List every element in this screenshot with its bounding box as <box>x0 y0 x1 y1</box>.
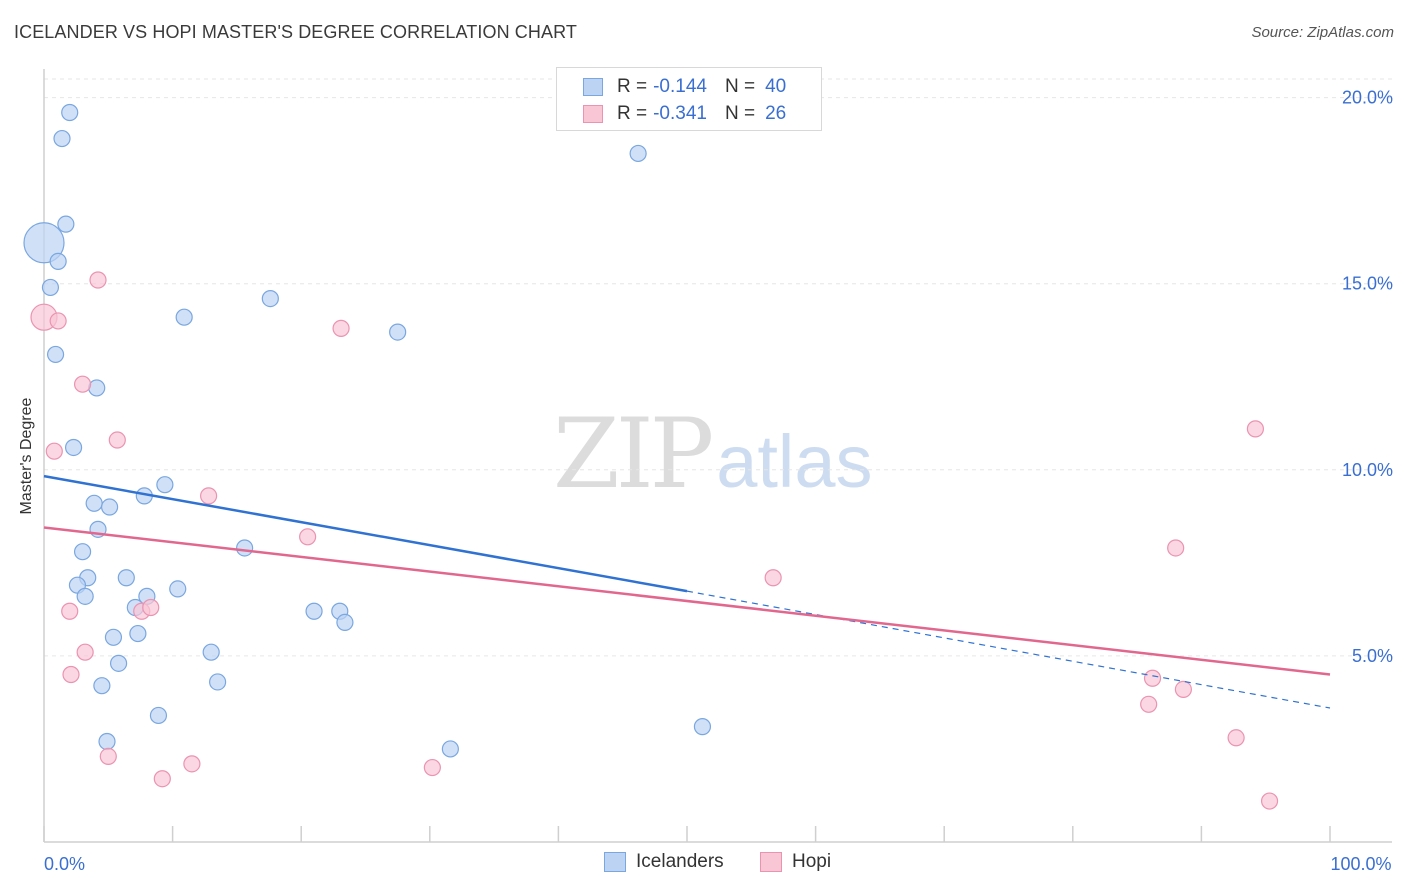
icelanders-point <box>305 602 323 620</box>
icelanders-point <box>85 494 103 512</box>
n-label: N = <box>724 103 756 124</box>
icelanders-point <box>100 498 119 516</box>
hopi-point <box>183 755 201 773</box>
icelanders-point <box>129 624 147 643</box>
icelanders-point <box>53 129 71 148</box>
hopi-point <box>1260 792 1279 810</box>
icelanders-point <box>64 438 83 457</box>
n-value: 26 <box>765 103 787 124</box>
hopi-point <box>1174 680 1192 699</box>
icelanders-point <box>169 580 187 598</box>
icelanders-swatch <box>604 852 626 872</box>
icelanders-point <box>98 732 116 751</box>
r-label: R = <box>617 103 648 124</box>
icelanders-swatch <box>583 78 603 96</box>
icelanders-point <box>441 740 459 758</box>
legend-box: R = -0.144 N = 40 R = -0.341 N = 26 <box>556 67 822 131</box>
n-label: N = <box>724 76 756 97</box>
icelanders-point <box>104 628 123 646</box>
hopi-point <box>423 758 441 777</box>
hopi-point <box>49 312 67 330</box>
icelanders-trend-extension <box>686 590 1331 709</box>
source-label: Source: ZipAtlas.com <box>1251 24 1394 41</box>
r-label: R = <box>617 76 648 97</box>
hopi-point <box>76 643 94 661</box>
icelanders-point <box>61 103 79 122</box>
r-value: -0.144 <box>653 76 707 97</box>
axes <box>43 69 1392 843</box>
icelanders-point <box>88 379 106 397</box>
hopi-point <box>89 271 107 289</box>
icelanders-trend-line <box>43 474 688 593</box>
icelanders-point <box>41 278 60 297</box>
hopi-point <box>1227 729 1245 747</box>
x-tick-label: 100.0% <box>1330 854 1391 874</box>
n-value: 40 <box>765 76 787 97</box>
icelanders-point <box>46 345 65 364</box>
legend-label-icelanders: Icelanders <box>636 851 724 872</box>
hopi-point <box>1140 695 1158 713</box>
hopi-point <box>332 319 350 337</box>
hopi-point <box>1167 539 1185 557</box>
hopi-point <box>1246 420 1265 438</box>
hopi-point <box>299 528 317 546</box>
icelanders-point <box>73 543 92 561</box>
legend-row-icelanders: R = -0.144 N = 40 <box>583 75 786 99</box>
icelanders-point <box>389 323 407 341</box>
icelanders-point <box>209 673 227 691</box>
icelanders-point <box>93 677 111 695</box>
y-tick-label: 20.0% <box>1342 88 1393 108</box>
icelanders-point <box>236 539 254 557</box>
hopi-point <box>61 602 79 620</box>
hopi-point <box>200 487 218 505</box>
hopi-points <box>30 271 1279 810</box>
icelanders-point <box>49 252 67 270</box>
legend-row-hopi: R = -0.341 N = 26 <box>583 102 786 126</box>
watermark: ZIPatlas <box>553 398 873 510</box>
chart-title: ICELANDER VS HOPI MASTER'S DEGREE CORREL… <box>14 22 577 42</box>
icelanders-point <box>336 613 354 632</box>
hopi-point <box>108 431 126 449</box>
watermark-zip: ZIP <box>553 398 714 510</box>
hopi-point <box>62 665 80 684</box>
hopi-swatch <box>583 105 603 123</box>
icelanders-point <box>23 222 65 264</box>
r-value: -0.341 <box>653 103 707 124</box>
hopi-point <box>73 375 92 393</box>
icelanders-point <box>629 144 647 163</box>
legend-label-hopi: Hopi <box>792 851 832 872</box>
gridlines <box>44 78 1392 657</box>
icelanders-points <box>23 103 712 758</box>
hopi-swatch <box>760 852 782 872</box>
icelanders-point <box>175 308 193 326</box>
trend-lines <box>43 474 1331 709</box>
icelanders-point <box>109 654 128 672</box>
legend-item-hopi[interactable]: Hopi <box>760 851 831 873</box>
y-tick-label: 10.0% <box>1342 460 1393 480</box>
icelanders-point <box>57 215 75 233</box>
hopi-point <box>45 442 63 460</box>
hopi-point <box>1143 669 1162 687</box>
icelanders-point <box>117 569 135 587</box>
legend-item-icelanders[interactable]: Icelanders <box>604 851 724 873</box>
hopi-point <box>153 770 171 788</box>
icelanders-point <box>156 476 174 494</box>
watermark-atlas: atlas <box>716 420 873 503</box>
y-tick-label: 5.0% <box>1352 646 1393 666</box>
hopi-point <box>142 598 160 617</box>
tick-labels: 5.0% 10.0% 15.0% 20.0% 0.0% 100.0% <box>44 88 1393 874</box>
x-tick-label: 0.0% <box>44 854 85 874</box>
y-tick-label: 15.0% <box>1342 274 1393 294</box>
icelanders-point <box>693 718 712 736</box>
icelanders-point <box>202 643 220 661</box>
bottom-legend: Icelanders Hopi <box>0 851 1406 877</box>
icelanders-point <box>261 289 279 308</box>
icelanders-point <box>76 587 94 605</box>
icelanders-point <box>149 706 168 725</box>
hopi-point <box>99 747 117 765</box>
hopi-point <box>764 569 782 587</box>
hopi-trend-line <box>43 526 1331 676</box>
